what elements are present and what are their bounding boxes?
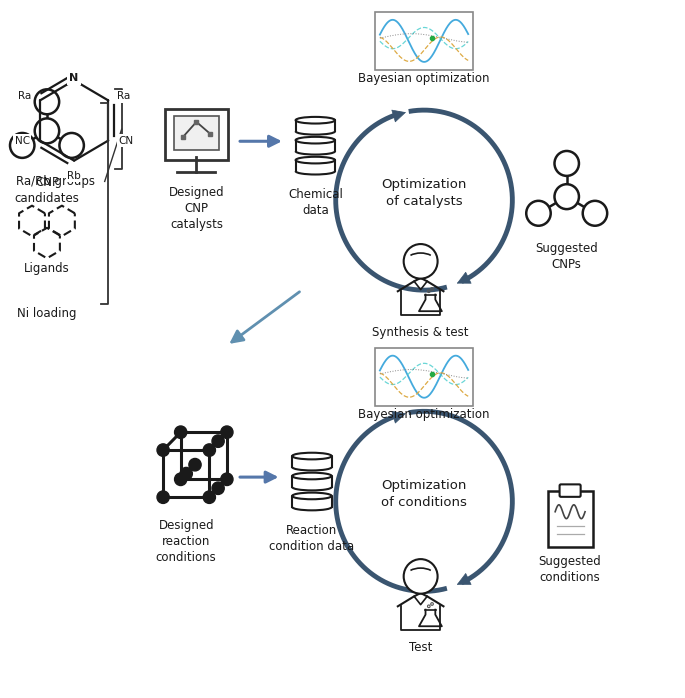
Circle shape [554,184,579,209]
Text: Bayesian optimization: Bayesian optimization [358,72,490,85]
Text: Suggested
conditions: Suggested conditions [538,555,601,584]
Text: Rb: Rb [67,171,81,181]
Text: Ra: Ra [18,91,32,101]
Circle shape [175,426,187,438]
Circle shape [403,244,438,279]
Ellipse shape [296,157,335,163]
Polygon shape [296,160,335,171]
Circle shape [10,133,34,158]
Text: Ra/Rb groups: Ra/Rb groups [16,175,95,188]
Polygon shape [163,432,227,450]
Text: Optimization
of catalysts: Optimization of catalysts [382,178,466,208]
Text: N: N [69,73,79,82]
Ellipse shape [296,137,335,144]
Text: Ra: Ra [116,91,130,101]
Circle shape [212,482,224,494]
Circle shape [403,559,438,594]
Polygon shape [210,432,227,497]
Text: Ligands: Ligands [24,262,70,276]
Text: Designed
CNP
catalysts: Designed CNP catalysts [169,186,224,231]
Circle shape [180,468,192,480]
Text: Synthesis & test: Synthesis & test [373,326,469,339]
Polygon shape [296,120,335,131]
Circle shape [221,426,233,438]
Circle shape [157,491,169,503]
Circle shape [175,473,187,486]
Circle shape [189,459,201,471]
Text: Test: Test [409,641,432,654]
Text: Ni loading: Ni loading [17,307,77,320]
Ellipse shape [292,493,332,499]
FancyBboxPatch shape [560,484,581,497]
Text: Suggested
CNPs: Suggested CNPs [536,242,598,271]
Polygon shape [292,496,332,507]
Ellipse shape [292,473,332,480]
Text: Reaction
condition data: Reaction condition data [269,524,355,554]
Ellipse shape [292,453,332,459]
Text: NC: NC [15,135,30,146]
Text: Optimization
of conditions: Optimization of conditions [381,480,467,510]
Polygon shape [296,140,335,151]
Circle shape [60,133,84,158]
FancyBboxPatch shape [548,491,593,547]
Circle shape [221,473,233,486]
Circle shape [526,201,551,225]
Circle shape [35,89,59,114]
Polygon shape [163,450,210,497]
Circle shape [203,444,216,456]
Polygon shape [292,476,332,487]
Text: Bayesian optimization: Bayesian optimization [358,408,490,421]
Text: Chemical
data: Chemical data [288,188,342,217]
Polygon shape [292,456,332,467]
FancyBboxPatch shape [375,12,473,70]
Text: CNP
candidates: CNP candidates [14,176,79,205]
Circle shape [554,151,579,176]
FancyBboxPatch shape [165,109,228,160]
FancyBboxPatch shape [375,348,473,406]
Circle shape [157,444,169,456]
Text: Designed
reaction
conditions: Designed reaction conditions [156,519,216,564]
Circle shape [583,201,607,225]
Circle shape [35,119,59,143]
Ellipse shape [296,117,335,124]
FancyBboxPatch shape [174,116,219,150]
Text: CN: CN [119,135,134,146]
Circle shape [212,435,224,447]
Circle shape [203,491,216,503]
